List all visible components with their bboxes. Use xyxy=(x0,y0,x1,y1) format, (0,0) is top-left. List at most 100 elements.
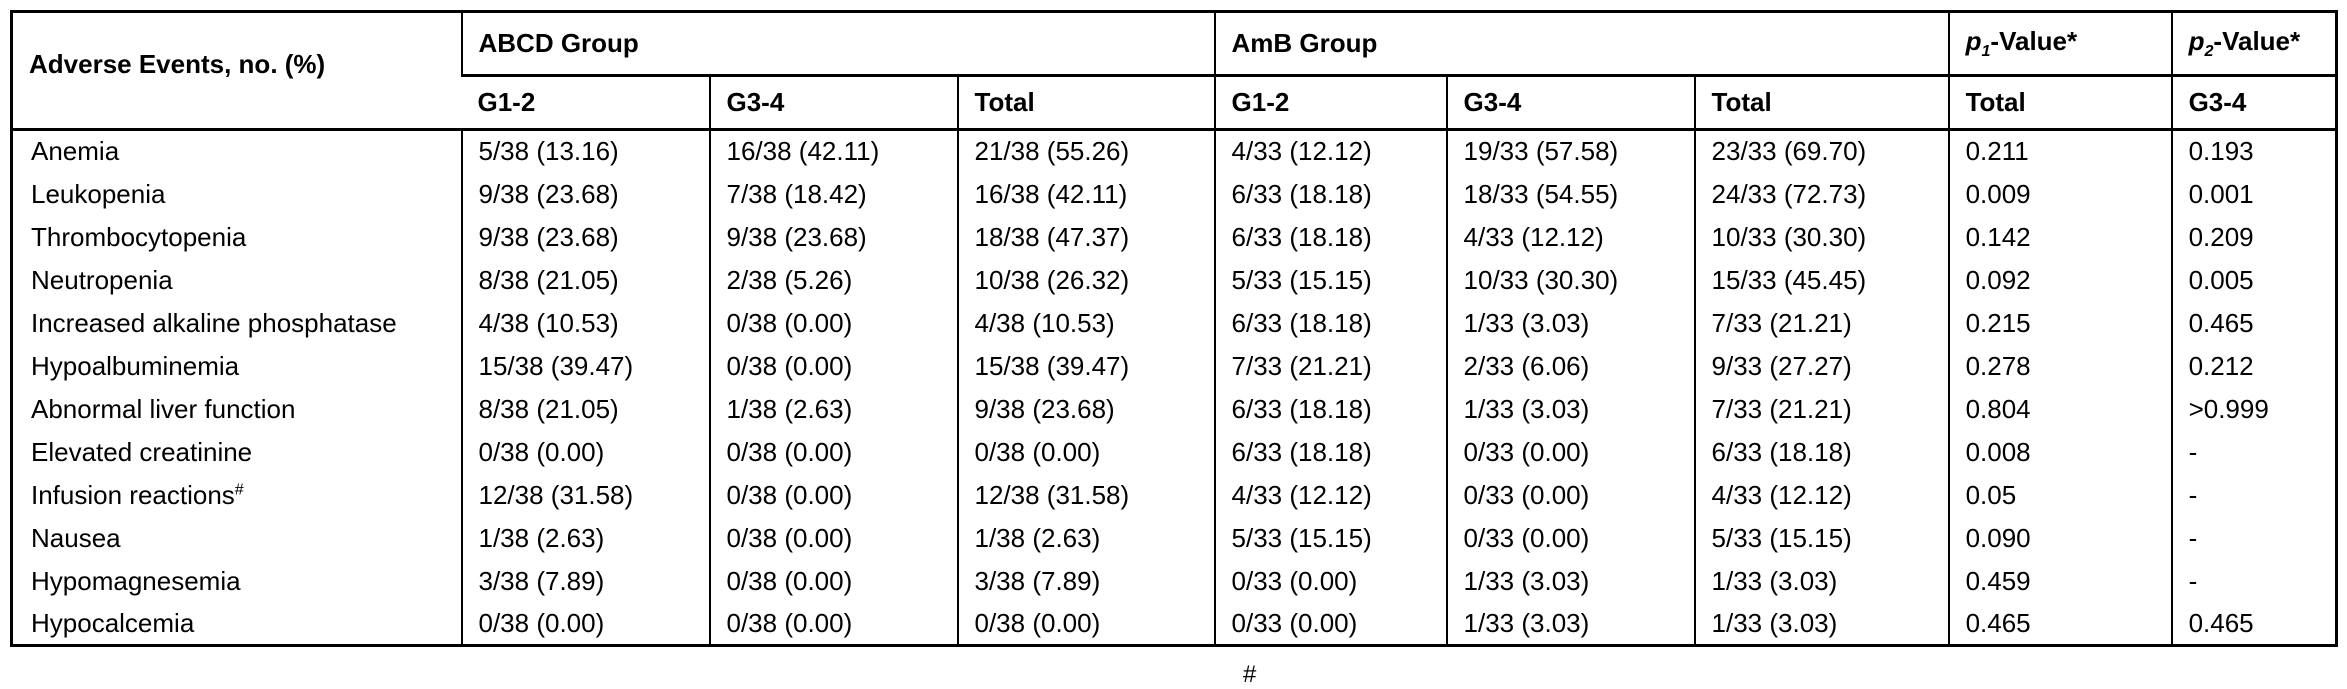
row-label: Neutropenia xyxy=(31,264,173,295)
sub-header-row: G1-2 G3-4 Total G1-2 G3-4 Total Total G3… xyxy=(12,75,2337,131)
data-cell: 0.215 xyxy=(1947,301,2172,345)
data-cell: 15/38 (39.47) xyxy=(956,344,1215,388)
data-cell: 9/33 (27.27) xyxy=(1693,344,1949,388)
row-label: Nausea xyxy=(31,522,121,553)
data-cell: 0/38 (0.00) xyxy=(708,473,958,517)
row-label: Anemia xyxy=(31,136,120,167)
table-row: Abnormal liver function 8/38 (21.05) 1/38 … xyxy=(12,387,2337,431)
data-cell: 4/33 (12.12) xyxy=(1445,215,1695,259)
data-cell: 0.212 xyxy=(2170,344,2337,388)
row-label: Infusion reactions# xyxy=(31,479,244,510)
data-cell: 15/38 (39.47) xyxy=(460,344,710,388)
p2-label-rest: -Value* xyxy=(2213,25,2301,56)
subheader-amb-total: Total xyxy=(1693,75,1949,131)
data-cell: 21/38 (55.26) xyxy=(956,129,1215,173)
data-cell: 3/38 (7.89) xyxy=(956,559,1215,603)
data-cell: 5/33 (15.15) xyxy=(1213,516,1447,560)
data-cell: 9/38 (23.68) xyxy=(460,215,710,259)
row-label: Leukopenia xyxy=(31,178,166,209)
data-cell: 5/33 (15.15) xyxy=(1213,258,1447,302)
table-row: Neutropenia 8/38 (21.05) 2/38 (5.26) 10/38 … xyxy=(12,258,2337,302)
row-label: Elevated creatinine xyxy=(31,436,253,467)
data-cell: 4/33 (12.12) xyxy=(1213,129,1447,173)
data-cell: 9/38 (23.68) xyxy=(460,172,710,216)
cropped-footnote-mark: # xyxy=(1243,661,1257,688)
data-cell: 4/38 (10.53) xyxy=(956,301,1215,345)
data-cell: 2/38 (5.26) xyxy=(708,258,958,302)
data-cell: 1/33 (3.03) xyxy=(1693,602,1949,646)
data-cell: 0/38 (0.00) xyxy=(708,430,958,474)
data-cell: 1/33 (3.03) xyxy=(1445,387,1695,431)
data-cell: 6/33 (18.18) xyxy=(1213,387,1447,431)
p2-symbol: p xyxy=(2188,25,2205,56)
data-cell: 1/33 (3.03) xyxy=(1445,602,1695,646)
data-cell: 0.465 xyxy=(2170,301,2337,345)
data-cell: 0.05 xyxy=(1947,473,2172,517)
table-header: Adverse Events, no. (%) ABCD Group AmB G… xyxy=(11,11,2337,131)
data-cell: - xyxy=(2170,559,2337,603)
data-cell: 5/33 (15.15) xyxy=(1693,516,1949,560)
data-cell: 0.211 xyxy=(1947,129,2172,173)
data-cell: 3/38 (7.89) xyxy=(460,559,710,603)
data-cell: 18/33 (54.55) xyxy=(1445,172,1695,216)
data-cell: 0/38 (0.00) xyxy=(956,602,1215,646)
corner-header: Adverse Events, no. (%) xyxy=(11,11,462,131)
data-cell: 7/33 (21.21) xyxy=(1213,344,1447,388)
data-cell: 0.005 xyxy=(2170,258,2337,302)
data-cell: 7/38 (18.42) xyxy=(708,172,958,216)
data-cell: 1/33 (3.03) xyxy=(1445,559,1695,603)
row-label: Hypoalbuminemia xyxy=(31,350,240,381)
table-row: Increased alkaline phosphatase 4/38 (10.5… xyxy=(12,301,2337,345)
row-label: Increased alkaline phosphatase xyxy=(31,307,397,338)
subheader-p2-g3-4: G3-4 xyxy=(2170,75,2337,131)
data-cell: 7/33 (21.21) xyxy=(1693,301,1949,345)
table-row: Nausea 1/38 (2.63) 0/38 (0.00) 1/38 (2.63) 5… xyxy=(12,516,2337,560)
p1-label-rest: -Value* xyxy=(1990,25,2078,56)
p1-value-header: p1-Value* xyxy=(1947,11,2172,77)
data-cell: 16/38 (42.11) xyxy=(956,172,1215,216)
data-cell: 6/33 (18.18) xyxy=(1213,172,1447,216)
table-row: Hypomagnesemia 3/38 (7.89) 0/38 (0.00) 3/38… xyxy=(12,559,2337,603)
data-cell: >0.999 xyxy=(2170,387,2337,431)
row-label-superscript: # xyxy=(234,479,244,498)
data-cell: 0.459 xyxy=(1947,559,2172,603)
data-cell: 1/38 (2.63) xyxy=(708,387,958,431)
data-cell: 0.209 xyxy=(2170,215,2337,259)
data-cell: 23/33 (69.70) xyxy=(1693,129,1949,173)
table-body: Anemia 5/38 (13.16) 16/38 (42.11) 21/38 (55… xyxy=(12,129,2337,646)
data-cell: 6/33 (18.18) xyxy=(1693,430,1949,474)
data-cell: 0/33 (0.00) xyxy=(1445,516,1695,560)
data-cell: 9/38 (23.68) xyxy=(956,387,1215,431)
data-cell: 2/33 (6.06) xyxy=(1445,344,1695,388)
data-cell: 0.278 xyxy=(1947,344,2172,388)
group-header-abcd: ABCD Group xyxy=(460,11,1215,77)
data-cell: 0/38 (0.00) xyxy=(708,602,958,646)
data-cell: 6/33 (18.18) xyxy=(1213,215,1447,259)
data-cell: - xyxy=(2170,473,2337,517)
table-row: Hypoalbuminemia 15/38 (39.47) 0/38 (0.00) 1… xyxy=(12,344,2337,388)
subheader-amb-g3-4: G3-4 xyxy=(1445,75,1695,131)
data-cell: 0/38 (0.00) xyxy=(956,430,1215,474)
subheader-amb-g1-2: G1-2 xyxy=(1213,75,1447,131)
data-cell: 1/38 (2.63) xyxy=(956,516,1215,560)
data-cell: 0.804 xyxy=(1947,387,2172,431)
table-row: Thrombocytopenia 9/38 (23.68) 9/38 (23.68)… xyxy=(12,215,2337,259)
data-cell: 19/33 (57.58) xyxy=(1445,129,1695,173)
data-cell: 15/33 (45.45) xyxy=(1693,258,1949,302)
data-cell: 0.090 xyxy=(1947,516,2172,560)
data-cell: 0.142 xyxy=(1947,215,2172,259)
group-header-row: Adverse Events, no. (%) ABCD Group AmB G… xyxy=(11,11,2337,131)
data-cell: 0/33 (0.00) xyxy=(1213,602,1447,646)
data-cell: 1/33 (3.03) xyxy=(1693,559,1949,603)
data-cell: 6/33 (18.18) xyxy=(1213,430,1447,474)
data-cell: 0.092 xyxy=(1947,258,2172,302)
data-cell: 16/38 (42.11) xyxy=(708,129,958,173)
data-cell: 0/33 (0.00) xyxy=(1445,473,1695,517)
data-cell: 1/38 (2.63) xyxy=(460,516,710,560)
data-cell: 0.009 xyxy=(1947,172,2172,216)
data-cell: 10/33 (30.30) xyxy=(1693,215,1949,259)
data-cell: 0.193 xyxy=(2170,129,2337,173)
data-cell: 0/33 (0.00) xyxy=(1213,559,1447,603)
subheader-abcd-g1-2: G1-2 xyxy=(461,75,710,131)
p2-subscript: 2 xyxy=(2204,42,2214,61)
